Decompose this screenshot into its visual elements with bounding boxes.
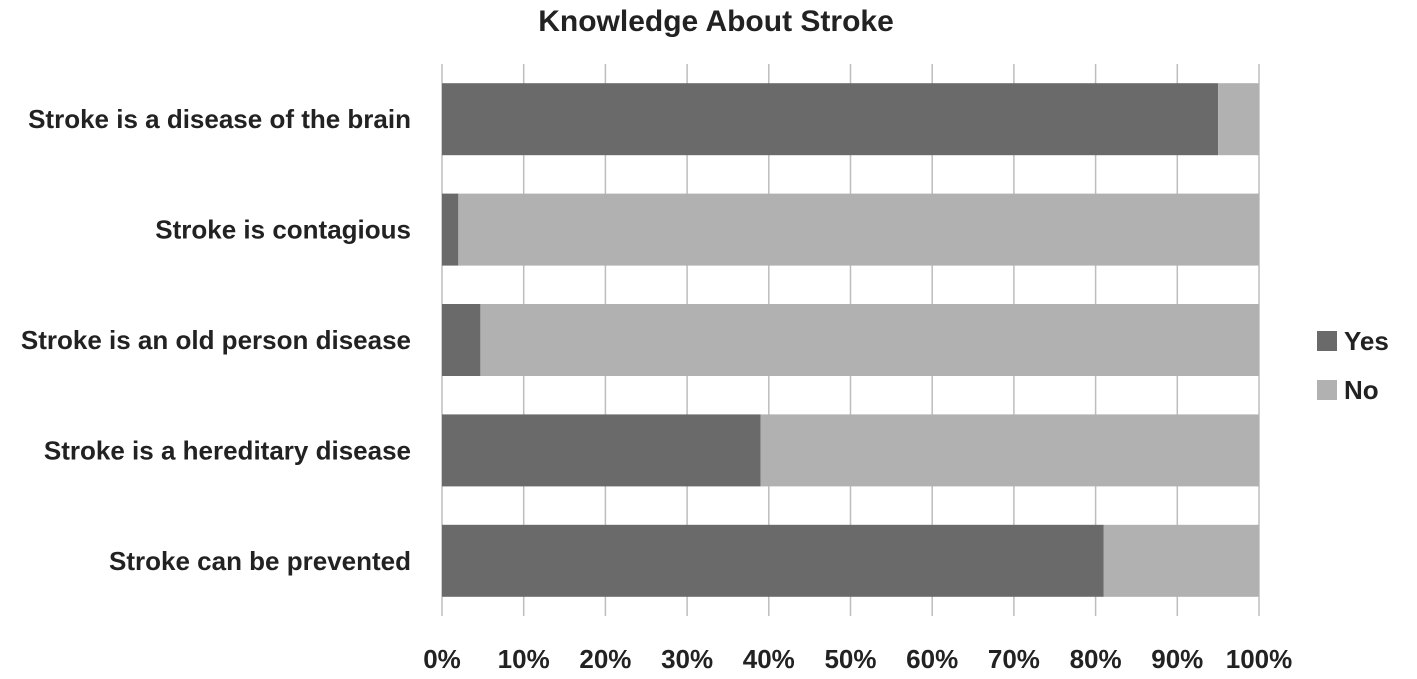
x-tick-label-10: 100% xyxy=(1226,644,1293,674)
x-tick-label-6: 60% xyxy=(906,644,958,674)
x-tick-label-7: 70% xyxy=(988,644,1040,674)
x-axis-tick-labels: 0% 10% 20% 30% 40% 50% 60% 70% 80% 90% 100% xyxy=(423,644,1292,674)
legend-swatch-no xyxy=(1317,380,1337,400)
bar-no-4 xyxy=(1103,524,1259,597)
bar-no-3 xyxy=(760,414,1259,487)
x-tick-label-4: 40% xyxy=(743,644,795,674)
legend-label-yes: Yes xyxy=(1344,326,1389,356)
bar-no-0 xyxy=(1218,83,1259,156)
category-label-0: Stroke is a disease of the brain xyxy=(28,104,411,134)
bar-yes-4 xyxy=(442,524,1104,597)
bar-no-2 xyxy=(480,304,1259,376)
x-tick-label-9: 90% xyxy=(1151,644,1203,674)
x-tick-label-1: 10% xyxy=(498,644,550,674)
x-tick-label-2: 20% xyxy=(579,644,631,674)
category-label-4: Stroke can be prevented xyxy=(109,546,411,576)
category-label-1: Stroke is contagious xyxy=(155,215,411,245)
x-tick-label-3: 30% xyxy=(661,644,713,674)
bar-yes-2 xyxy=(442,304,481,376)
legend: Yes No xyxy=(1317,326,1389,405)
legend-label-no: No xyxy=(1344,375,1379,405)
category-labels: Stroke is a disease of the brain Stroke i… xyxy=(21,104,411,576)
chart-title: Knowledge About Stroke xyxy=(538,5,894,38)
x-tick-label-0: 0% xyxy=(423,644,461,674)
x-tick-label-5: 50% xyxy=(824,644,876,674)
bar-yes-1 xyxy=(442,193,459,266)
bar-no-1 xyxy=(458,193,1260,266)
bar-yes-0 xyxy=(442,83,1219,156)
legend-swatch-yes xyxy=(1317,331,1337,351)
category-label-3: Stroke is a hereditary disease xyxy=(44,435,411,465)
bars xyxy=(442,83,1260,597)
x-tick-label-8: 80% xyxy=(1070,644,1122,674)
category-label-2: Stroke is an old person disease xyxy=(21,325,411,355)
bar-yes-3 xyxy=(442,414,761,487)
